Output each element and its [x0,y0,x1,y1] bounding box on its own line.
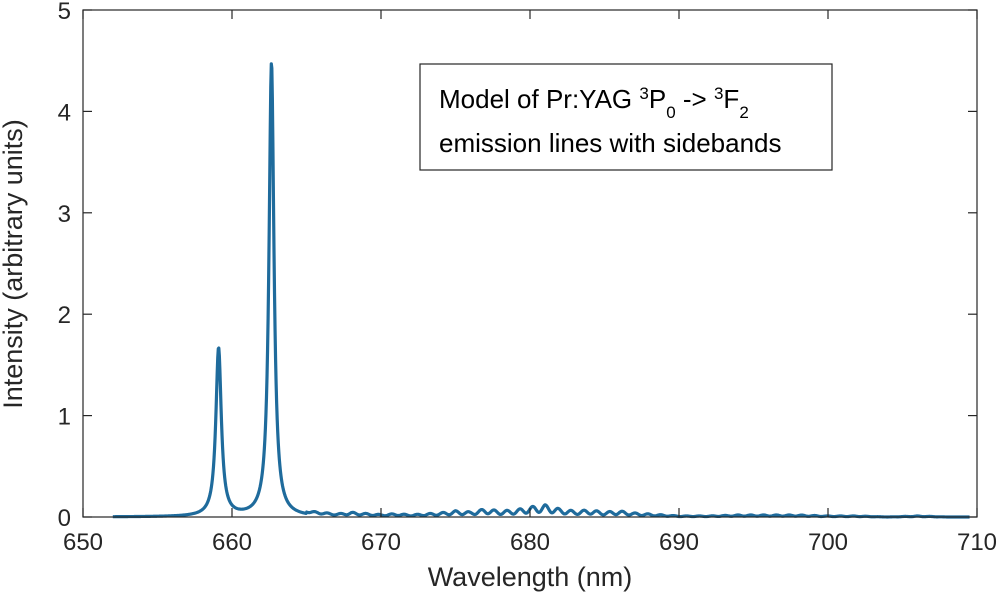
series-line [111,62,971,519]
annotation-superscript-1: 3 [639,84,648,103]
annotation-term-p: P [649,84,666,114]
annotation-arrow: -> [676,84,714,114]
y-tick-label: 4 [58,99,71,126]
y-tick-label: 0 [58,505,71,532]
x-tick-label: 700 [808,529,848,556]
x-tick-label: 680 [510,529,550,556]
x-tick-label: 660 [212,529,252,556]
annotation-superscript-2: 3 [714,84,723,103]
annotation-subscript-2: 2 [739,103,748,122]
annotation-line-2: emission lines with sidebands [439,128,782,158]
y-tick-label: 2 [58,302,71,329]
x-axis-label: Wavelength (nm) [428,562,633,592]
x-tick-label: 710 [957,529,997,556]
x-tick-label: 670 [361,529,401,556]
y-axis-label: Intensity (arbitrary units) [0,119,28,409]
annotation-text-prefix: Model of Pr:YAG [439,84,639,114]
y-tick-label: 3 [58,201,71,228]
annotation-term-f: F [723,84,739,114]
y-tick-label: 1 [58,404,71,431]
series-layer [111,62,971,519]
annotation-line-1: Model of Pr:YAG 3P0 -> 3F2 [439,84,749,122]
annotation-frame [419,63,833,171]
annotation-box: Model of Pr:YAG 3P0 -> 3F2 emission line… [419,63,833,171]
x-tick-label: 650 [63,529,103,556]
x-axis: 650 660 670 680 690 700 710 [63,10,997,556]
annotation-subscript-1: 0 [666,103,675,122]
x-tick-label: 690 [659,529,699,556]
y-tick-label: 5 [58,0,71,25]
